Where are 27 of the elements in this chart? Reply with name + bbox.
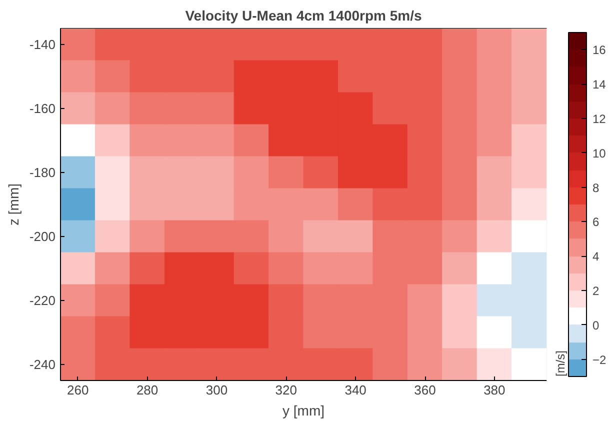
- y-tick-label: -160: [29, 101, 56, 116]
- y-tick-label: -220: [29, 293, 56, 308]
- chart-title: Velocity U-Mean 4cm 1400rpm 5m/s: [185, 8, 422, 24]
- color-bar-title: [m/s]: [554, 350, 568, 376]
- color-bar-label: 8: [592, 180, 600, 195]
- x-axis-title: y [mm]: [282, 402, 325, 418]
- y-tick-label: -180: [29, 165, 56, 180]
- y-axis-title: z [mm]: [5, 183, 22, 226]
- color-bar-label: 10: [592, 146, 606, 160]
- x-tick-label: 360: [414, 382, 436, 398]
- y-tick-label: -240: [29, 357, 56, 372]
- x-tick-label: 380: [484, 382, 506, 398]
- color-bar-label: 2: [592, 284, 600, 298]
- color-bar-label: 16: [592, 43, 606, 58]
- y-tick-label: -200: [29, 229, 56, 244]
- x-tick-label: 280: [136, 382, 158, 398]
- color-bar-label: −2: [592, 352, 607, 367]
- x-tick-label: 260: [67, 382, 89, 398]
- color-bar-label: 12: [592, 112, 606, 126]
- x-tick-label: 340: [344, 382, 366, 398]
- color-bar-label: 14: [592, 78, 606, 92]
- y-tick-label: -140: [29, 37, 56, 52]
- x-tick-label: 300: [206, 382, 228, 398]
- x-tick-label: 320: [275, 382, 297, 398]
- color-bar-label: 6: [592, 215, 600, 230]
- color-bar-label: 4: [592, 250, 600, 264]
- color-bar-label: 0: [592, 318, 600, 332]
